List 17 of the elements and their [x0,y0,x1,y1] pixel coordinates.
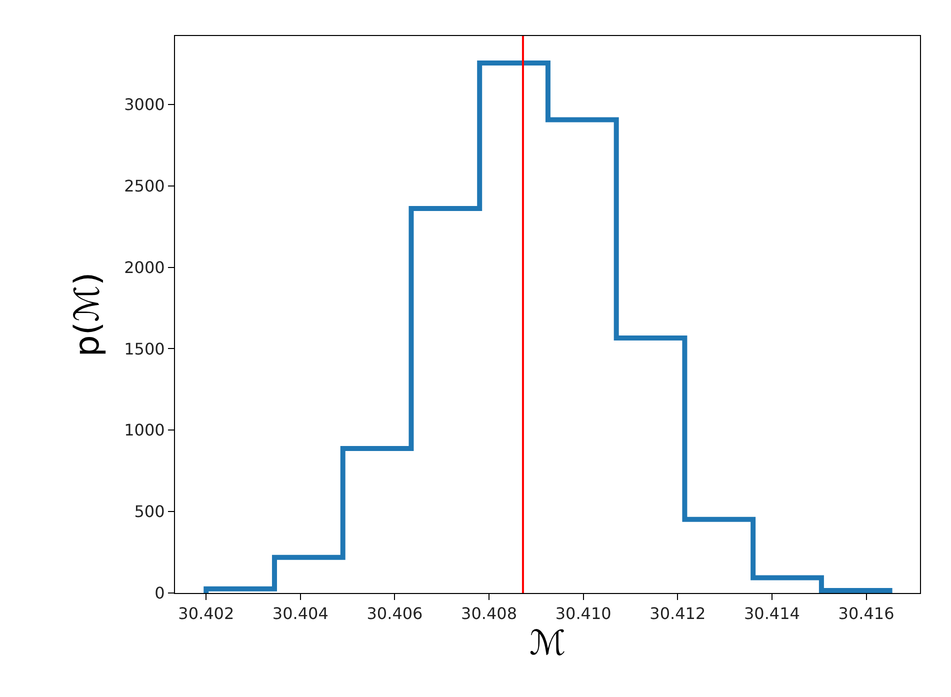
y-tick-label: 0 [154,584,165,603]
x-tick-label: 30.406 [366,604,423,624]
x-tick-label: 30.402 [178,604,234,624]
y-tick-label: 500 [134,502,165,522]
y-tick-label: 2500 [124,176,165,196]
y-tick-label: 1500 [124,339,165,358]
x-axis-title: ℳ [529,624,566,664]
y-tick-label: 3000 [124,95,165,114]
y-axis-title: p(ℳ) [68,272,108,357]
y-tick-label: 2000 [124,258,165,277]
x-tick-label: 30.410 [555,604,612,624]
x-tick-label: 30.412 [650,604,706,624]
y-tick-label: 1000 [124,420,165,440]
x-tick-label: 30.404 [272,604,328,624]
x-tick-label: 30.414 [744,604,800,624]
x-tick-label: 30.416 [838,604,894,624]
x-tick-label: 30.408 [461,604,518,624]
